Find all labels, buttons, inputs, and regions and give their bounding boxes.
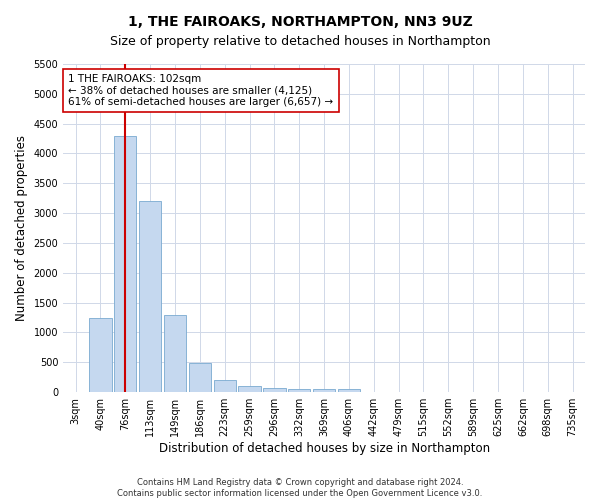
Text: Contains HM Land Registry data © Crown copyright and database right 2024.
Contai: Contains HM Land Registry data © Crown c… (118, 478, 482, 498)
Bar (164, 314, 186, 392)
Bar (263, 388, 286, 392)
Bar (238, 386, 261, 392)
Bar (313, 389, 335, 392)
X-axis label: Distribution of detached houses by size in Northampton: Distribution of detached houses by size … (158, 442, 490, 455)
Text: 1 THE FAIROAKS: 102sqm
← 38% of detached houses are smaller (4,125)
61% of semi-: 1 THE FAIROAKS: 102sqm ← 38% of detached… (68, 74, 334, 107)
Bar (338, 389, 360, 392)
Bar (89, 318, 112, 392)
Bar (214, 380, 236, 392)
Text: 1, THE FAIROAKS, NORTHAMPTON, NN3 9UZ: 1, THE FAIROAKS, NORTHAMPTON, NN3 9UZ (128, 15, 472, 29)
Text: Size of property relative to detached houses in Northampton: Size of property relative to detached ho… (110, 35, 490, 48)
Bar (114, 136, 136, 392)
Y-axis label: Number of detached properties: Number of detached properties (15, 135, 28, 321)
Bar (288, 388, 310, 392)
Bar (139, 201, 161, 392)
Bar (188, 363, 211, 392)
